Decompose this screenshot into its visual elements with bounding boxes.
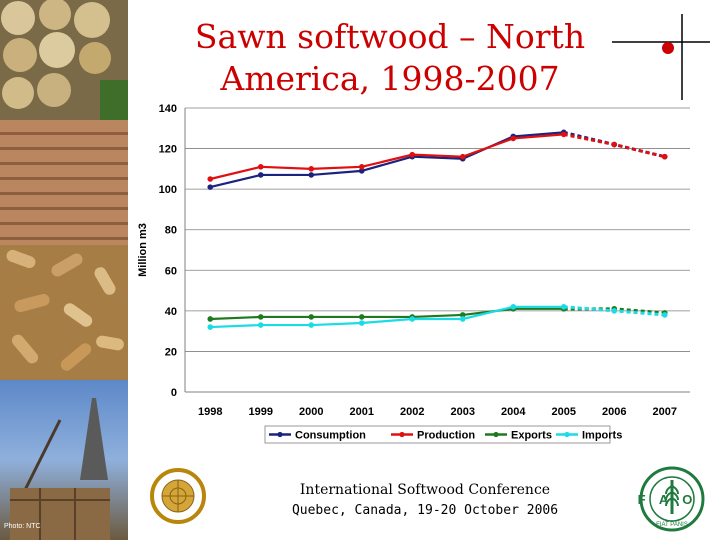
data-point bbox=[358, 164, 365, 170]
x-tick-label: 2003 bbox=[451, 406, 475, 418]
data-point bbox=[308, 314, 315, 320]
photo-strip: Photo: NTC bbox=[0, 0, 128, 540]
x-tick-label: 2000 bbox=[299, 406, 323, 418]
x-tick-label: 2005 bbox=[552, 406, 576, 418]
sawn-planks-photo bbox=[0, 120, 128, 245]
data-point bbox=[257, 172, 264, 178]
data-point bbox=[611, 141, 618, 148]
x-tick-label: 2004 bbox=[501, 406, 526, 418]
data-point bbox=[257, 314, 264, 320]
data-point bbox=[560, 131, 567, 138]
data-point bbox=[308, 166, 315, 172]
data-point bbox=[257, 164, 264, 170]
data-point bbox=[257, 322, 264, 328]
x-tick-label: 2001 bbox=[350, 406, 374, 418]
data-point bbox=[459, 312, 466, 318]
x-tick-label: 1999 bbox=[249, 406, 273, 418]
eiffel-tower-house-photo bbox=[0, 380, 128, 540]
series-line-consumption bbox=[209, 131, 564, 189]
y-tick-label: 20 bbox=[165, 346, 177, 358]
fao-logo: FAO FIAT PANIS bbox=[638, 466, 706, 532]
data-point bbox=[459, 316, 466, 322]
data-point bbox=[510, 304, 517, 310]
data-point bbox=[308, 172, 315, 178]
legend-box bbox=[264, 425, 611, 444]
fao-text: FAO bbox=[638, 492, 706, 507]
legend-label: Production bbox=[417, 430, 475, 442]
legend-marker bbox=[277, 431, 283, 438]
legend-label: Consumption bbox=[295, 430, 366, 442]
data-point bbox=[611, 308, 618, 314]
un-emblem-icon bbox=[150, 468, 206, 524]
x-tick-label: 2002 bbox=[400, 406, 424, 418]
y-tick-label: 100 bbox=[159, 184, 177, 196]
wood-pellets-photo bbox=[0, 245, 128, 380]
data-point bbox=[661, 153, 668, 160]
legend-label: Imports bbox=[582, 430, 622, 442]
data-point bbox=[207, 324, 214, 330]
series-line-imports bbox=[210, 305, 564, 329]
data-point bbox=[358, 314, 365, 320]
data-point bbox=[560, 304, 567, 310]
y-tick-label: 0 bbox=[171, 387, 177, 399]
line-chart: 0 20 40 60 80 100 120 140 1998 1999 2000 2001 2002 20… bbox=[137, 103, 690, 444]
data-point bbox=[409, 316, 416, 322]
legend-marker bbox=[493, 431, 499, 438]
data-point bbox=[409, 151, 416, 158]
y-tick-label: 140 bbox=[159, 103, 177, 115]
conference-location: Quebec, Canada, 19-20 October 2006 bbox=[291, 503, 559, 518]
conference-name: International Softwood Conference bbox=[299, 482, 551, 498]
y-axis-label: Million m3 bbox=[137, 223, 149, 277]
legend-label: Exports bbox=[511, 430, 552, 442]
log-pile-photo bbox=[0, 0, 128, 120]
data-point bbox=[459, 153, 466, 160]
series-line-production bbox=[209, 133, 564, 181]
data-point bbox=[510, 135, 517, 142]
x-tick-label: 2007 bbox=[653, 406, 677, 418]
y-tick-label: 80 bbox=[165, 225, 177, 237]
data-point bbox=[358, 320, 365, 326]
fao-motto: FIAT PANIS bbox=[656, 522, 688, 528]
x-tick-label: 1998 bbox=[198, 406, 222, 418]
data-point bbox=[308, 322, 315, 328]
data-point bbox=[661, 312, 668, 318]
legend-marker bbox=[399, 431, 405, 438]
y-tick-label: 40 bbox=[165, 306, 177, 318]
page-title: Sawn softwood – North America, 1998-2007 bbox=[194, 17, 586, 98]
x-tick-label: 2006 bbox=[602, 406, 626, 418]
data-point bbox=[358, 168, 365, 174]
y-tick-label: 60 bbox=[165, 265, 177, 277]
data-point bbox=[207, 184, 214, 190]
legend-marker bbox=[564, 431, 570, 438]
data-point bbox=[207, 316, 214, 322]
y-tick-label: 120 bbox=[159, 144, 177, 156]
crosshair-icon bbox=[612, 14, 710, 100]
photo-credit: Photo: NTC bbox=[4, 523, 41, 530]
data-point bbox=[207, 176, 214, 182]
